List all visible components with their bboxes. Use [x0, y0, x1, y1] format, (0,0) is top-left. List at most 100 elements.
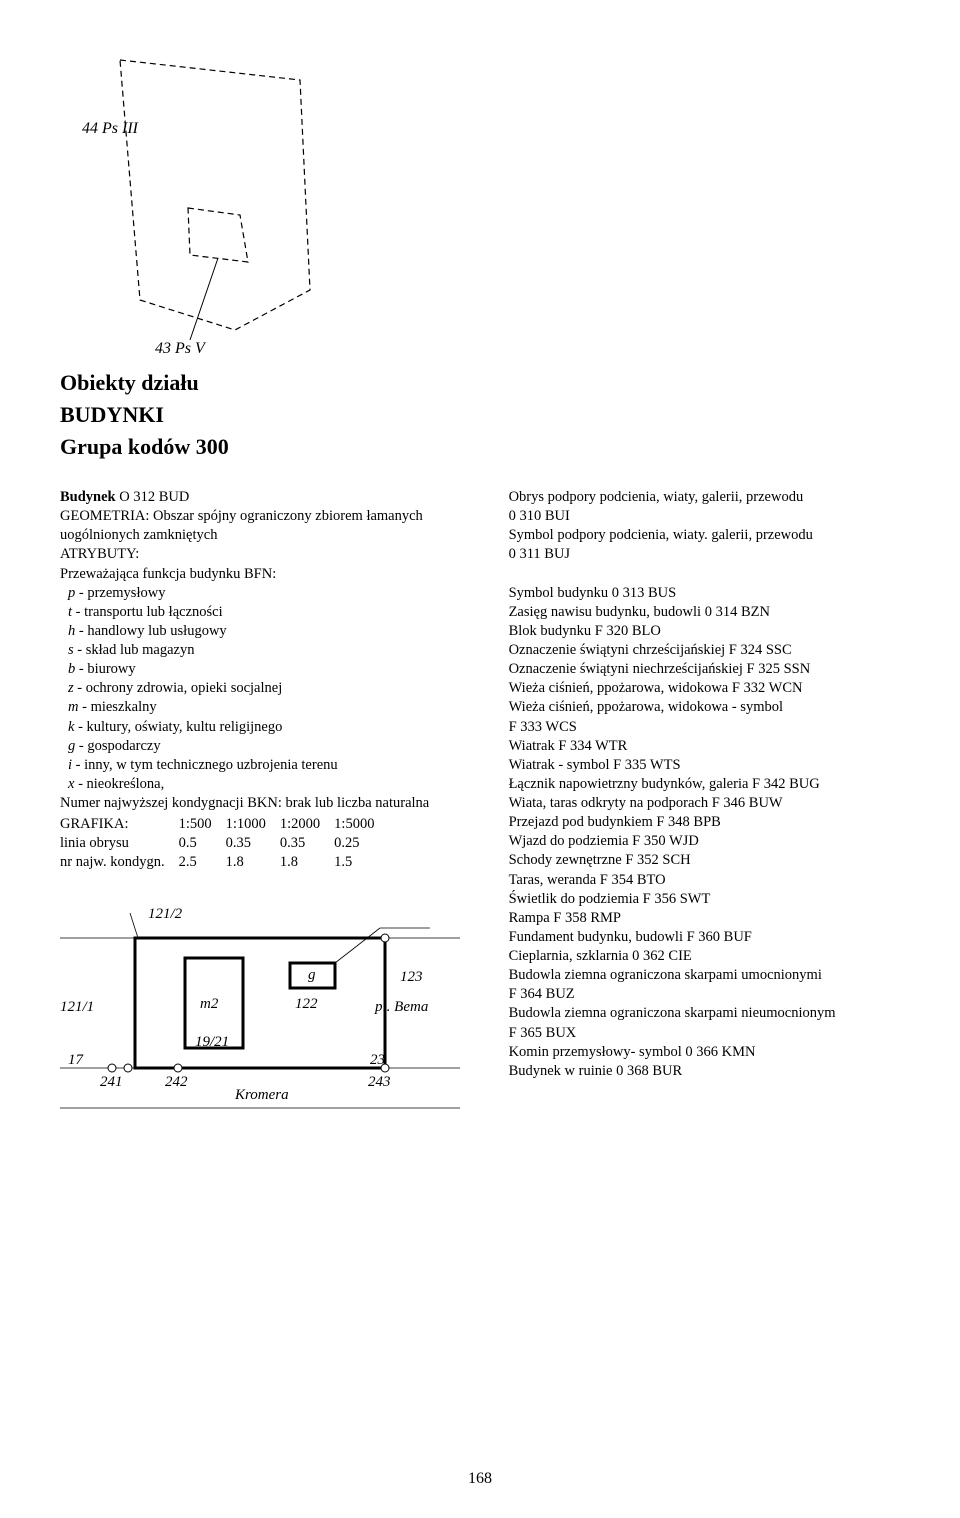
attr-value: - inny, w tym technicznego uzbrojenia te… — [72, 757, 338, 773]
attr-value: - biurowy — [75, 661, 135, 677]
cell: 0.35 — [226, 834, 280, 853]
right-line: Symbol podpory podcienia, wiaty. galerii… — [509, 526, 900, 545]
cell: 0.35 — [280, 834, 334, 853]
attribute-line: z - ochrony zdrowia, opieki socjalnej — [68, 679, 491, 698]
cell: GRAFIKA: — [60, 815, 179, 834]
attribute-line: k - kultury, oświaty, kultu religijnego — [68, 718, 491, 737]
dlabel-kromera: Kromera — [235, 1086, 289, 1106]
section-heading-line3: Grupa kodów 300 — [60, 434, 900, 460]
cell: 1:5000 — [334, 815, 388, 834]
attribute-line: h - handlowy lub usługowy — [68, 622, 491, 641]
attribute-line: m - mieszkalny — [68, 698, 491, 717]
attr-value: - mieszkalny — [78, 699, 156, 715]
entry-title: Budynek O 312 BUD — [60, 488, 491, 507]
right-line: 0 310 BUI — [509, 507, 900, 526]
numer-line: Numer najwyższej kondygnacji BKN: brak l… — [60, 794, 491, 813]
right-line: Blok budynku F 320 BLO — [509, 622, 900, 641]
cell: nr najw. kondygn. — [60, 853, 179, 872]
parcel-label-43: 43 Ps V — [155, 340, 205, 358]
attr-key: m — [68, 699, 78, 715]
grafika-table: GRAFIKA: 1:500 1:1000 1:2000 1:5000 lini… — [60, 815, 388, 872]
attr-value: - transportu lub łączności — [72, 604, 223, 620]
building-diagram: 121/2 121/1 17 241 242 19/21 m2 g 122 12… — [60, 883, 460, 1123]
page-number: 168 — [0, 1470, 960, 1488]
right-line: Fundament budynku, budowli F 360 BUF — [509, 928, 900, 947]
attr-value: - ochrony zdrowia, opieki socjalnej — [74, 680, 283, 696]
left-column: Budynek O 312 BUD GEOMETRIA: Obszar spój… — [60, 488, 491, 1123]
right-line: Wjazd do podziemia F 350 WJD — [509, 832, 900, 851]
parcel-diagram: 44 Ps III 43 Ps V — [60, 40, 340, 360]
parcel-svg — [60, 40, 340, 360]
attribute-line: s - skład lub magazyn — [68, 641, 491, 660]
attr-value: - kultury, oświaty, kultu religijnego — [74, 719, 282, 735]
dlabel-243: 243 — [368, 1073, 391, 1093]
attr-value: - przemysłowy — [75, 585, 165, 601]
entry-name: Budynek — [60, 489, 116, 505]
dlabel-19-21: 19/21 — [195, 1033, 229, 1053]
dlabel-123: 123 — [400, 968, 423, 988]
attribute-line: x - nieokreślona, — [68, 775, 491, 794]
entry-code: O 312 BUD — [116, 489, 190, 505]
section-heading-line2: BUDYNKI — [60, 402, 900, 428]
right-line: Budynek w ruinie 0 368 BUR — [509, 1062, 900, 1081]
right-line: Wiatrak F 334 WTR — [509, 737, 900, 756]
cell: 1.8 — [226, 853, 280, 872]
attribute-line: t - transportu lub łączności — [68, 603, 491, 622]
attributes-list: p - przemysłowyt - transportu lub łączno… — [60, 584, 491, 794]
right-line: Schody zewnętrzne F 352 SCH — [509, 851, 900, 870]
attribute-line: g - gospodarczy — [68, 737, 491, 756]
right-line: Zasięg nawisu budynku, budowli 0 314 BZN — [509, 603, 900, 622]
dlabel-m2: m2 — [200, 995, 218, 1015]
table-row: nr najw. kondygn. 2.5 1.8 1.8 1.5 — [60, 853, 388, 872]
cell: 2.5 — [179, 853, 226, 872]
right-line: Obrys podpory podcienia, wiaty, galerii,… — [509, 488, 900, 507]
right-column: Obrys podpory podcienia, wiaty, galerii,… — [509, 488, 900, 1123]
right-line — [509, 565, 900, 584]
right-line: F 333 WCS — [509, 718, 900, 737]
cell: linia obrysu — [60, 834, 179, 853]
section-heading-line1: Obiekty działu — [60, 370, 900, 396]
dlabel-23: 23 — [370, 1051, 385, 1071]
attr-value: - skład lub magazyn — [74, 642, 195, 658]
cell: 1:2000 — [280, 815, 334, 834]
right-line: F 365 BUX — [509, 1024, 900, 1043]
attribute-line: b - biurowy — [68, 660, 491, 679]
cell: 1.8 — [280, 853, 334, 872]
right-line: Wieża ciśnień, ppożarowa, widokowa F 332… — [509, 679, 900, 698]
attr-value: - gospodarczy — [75, 738, 160, 754]
geometria-text: GEOMETRIA: Obszar spójny ograniczony zbi… — [60, 507, 491, 545]
parcel-label-44: 44 Ps III — [82, 120, 138, 138]
attr-value: - nieokreślona, — [74, 776, 164, 792]
attribute-line: p - przemysłowy — [68, 584, 491, 603]
dlabel-121-1: 121/1 — [60, 998, 94, 1018]
right-line: Oznaczenie świątyni chrześcijańskiej F 3… — [509, 641, 900, 660]
right-line: Budowla ziemna ograniczona skarpami nieu… — [509, 1004, 900, 1023]
cell: 1.5 — [334, 853, 388, 872]
right-line: Taras, weranda F 354 BTO — [509, 871, 900, 890]
cell: 1:1000 — [226, 815, 280, 834]
attr-value: - handlowy lub usługowy — [75, 623, 226, 639]
dlabel-17: 17 — [68, 1051, 83, 1071]
right-line: Cieplarnia, szklarnia 0 362 CIE — [509, 947, 900, 966]
right-line: Budowla ziemna ograniczona skarpami umoc… — [509, 966, 900, 985]
dlabel-plbema: pl. Bema — [375, 998, 428, 1018]
dlabel-241: 241 — [100, 1073, 123, 1093]
cell: 0.25 — [334, 834, 388, 853]
table-row: GRAFIKA: 1:500 1:1000 1:2000 1:5000 — [60, 815, 388, 834]
cell: 1:500 — [179, 815, 226, 834]
right-line: Symbol budynku 0 313 BUS — [509, 584, 900, 603]
dlabel-122: 122 — [295, 995, 318, 1015]
right-line: 0 311 BUJ — [509, 545, 900, 564]
right-line: Komin przemysłowy- symbol 0 366 KMN — [509, 1043, 900, 1062]
cell: 0.5 — [179, 834, 226, 853]
right-line: Wiata, taras odkryty na podporach F 346 … — [509, 794, 900, 813]
atrybuty-main: Przeważająca funkcja budynku BFN: — [60, 565, 491, 584]
right-line: Łącznik napowietrzny budynków, galeria F… — [509, 775, 900, 794]
dlabel-121-2: 121/2 — [148, 905, 182, 925]
right-line: Świetlik do podziemia F 356 SWT — [509, 890, 900, 909]
table-row: linia obrysu 0.5 0.35 0.35 0.25 — [60, 834, 388, 853]
right-line: Wiatrak - symbol F 335 WTS — [509, 756, 900, 775]
dlabel-g: g — [308, 966, 316, 986]
right-line: Przejazd pod budynkiem F 348 BPB — [509, 813, 900, 832]
right-line: Rampa F 358 RMP — [509, 909, 900, 928]
